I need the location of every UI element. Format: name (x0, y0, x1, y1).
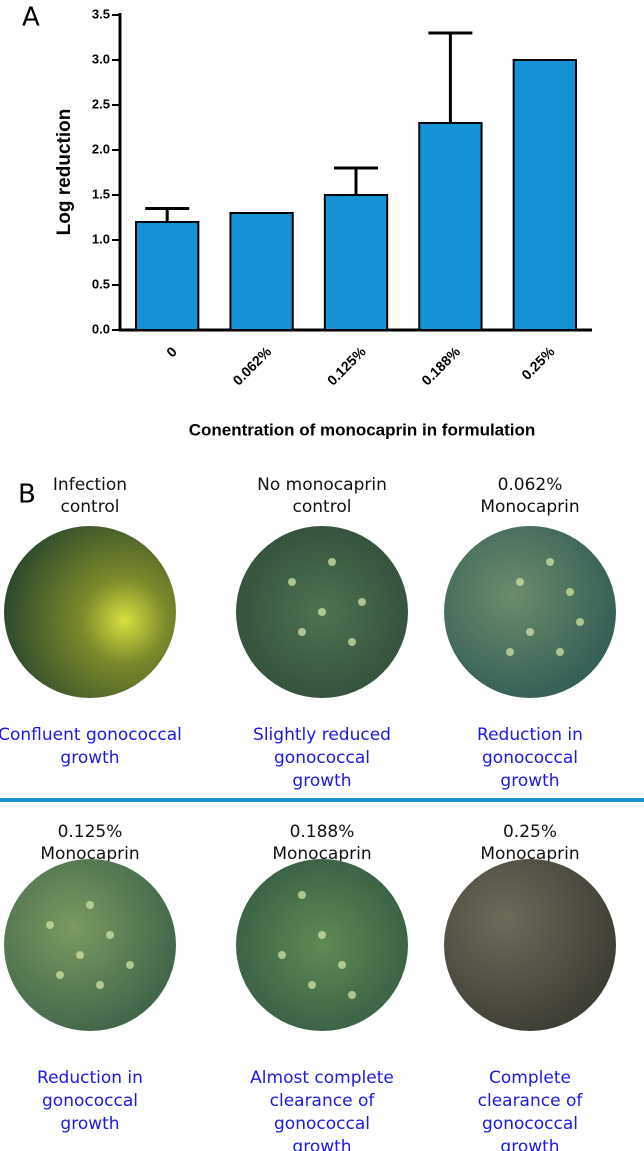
plate-caption: gonococcal (482, 748, 578, 768)
plate-title: 0.188% (290, 822, 355, 842)
plate-title: control (293, 497, 352, 517)
panel-label: B (18, 480, 36, 510)
plate-caption: gonococcal (274, 748, 370, 768)
colony (516, 578, 524, 586)
x-axis-label: Conentration of monocaprin in formulatio… (189, 420, 536, 439)
y-tick-label: 1.5 (92, 186, 110, 201)
x-tick-label: 0.125% (324, 343, 369, 388)
colony (46, 921, 54, 929)
error-bar (428, 31, 473, 123)
plate-title: 0.25% (503, 822, 557, 842)
colony (308, 981, 316, 989)
y-tick-label: 0.0 (92, 321, 110, 336)
plate-caption: growth (292, 1137, 351, 1151)
y-tick-label: 3.0 (92, 51, 110, 66)
colony (318, 931, 326, 939)
y-tick-label: 2.0 (92, 141, 110, 156)
plate-title: Monocaprin (40, 844, 139, 864)
plate-caption: growth (292, 771, 351, 791)
bar (512, 59, 577, 331)
colony (56, 971, 64, 979)
plate-caption: Slightly reduced (253, 725, 391, 745)
error-bar (334, 166, 378, 195)
colony (86, 901, 94, 909)
plate-caption: Reduction in (477, 725, 583, 745)
plate-caption: gonococcal (274, 1114, 370, 1134)
x-tick-label: 0.25% (518, 343, 558, 383)
x-tick-label: 0.188% (418, 343, 463, 388)
colony (576, 618, 584, 626)
plate-caption: Complete (489, 1068, 571, 1088)
colony (96, 981, 104, 989)
plate-image (444, 526, 616, 698)
colony (556, 648, 564, 656)
colony (526, 628, 534, 636)
colony (328, 558, 336, 566)
colony (348, 991, 356, 999)
y-axis-label: Log reduction (54, 109, 75, 236)
colony (298, 628, 306, 636)
colony (506, 648, 514, 656)
colony (348, 638, 356, 646)
plate-title: control (61, 497, 120, 517)
plate-caption: Reduction in (37, 1068, 143, 1088)
plate-caption: gonococcal (482, 1114, 578, 1134)
plate-image (444, 859, 616, 1031)
plate-caption: growth (500, 771, 559, 791)
colony (358, 598, 366, 606)
y-tick-label: 3.5 (92, 6, 110, 21)
colony (566, 588, 574, 596)
plate-image (4, 859, 176, 1031)
colony (288, 578, 296, 586)
colony (546, 558, 554, 566)
plate-title: Infection (53, 475, 127, 495)
plate-image (236, 859, 408, 1031)
plate-caption: Confluent gonococcal (0, 725, 182, 745)
x-tick-label: 0 (163, 343, 180, 360)
plate-caption: gonococcal (42, 1091, 138, 1111)
plate-title: 0.062% (498, 475, 563, 495)
panel-label: A (22, 3, 40, 33)
colony (298, 891, 306, 899)
y-tick-label: 0.5 (92, 276, 110, 291)
plate-caption: clearance of (478, 1091, 584, 1111)
bar (323, 194, 389, 331)
plate-caption: growth (500, 1137, 559, 1151)
bar (418, 122, 483, 331)
plate-caption: clearance of (270, 1091, 376, 1111)
plate-caption: Almost complete (250, 1068, 394, 1088)
x-tick-label: 0.062% (229, 343, 274, 388)
y-tick-label: 2.5 (92, 96, 110, 111)
y-tick-label: 1.0 (92, 231, 110, 246)
bar (135, 221, 200, 331)
colony (318, 608, 326, 616)
plate-title: Monocaprin (480, 844, 579, 864)
bar (229, 212, 294, 331)
error-bar (145, 207, 190, 222)
colony (126, 961, 134, 969)
colony (278, 951, 286, 959)
colony (76, 951, 84, 959)
plate-title: No monocaprin (257, 475, 387, 495)
colony (338, 961, 346, 969)
plate-caption: growth (60, 1114, 119, 1134)
colony (106, 931, 114, 939)
plate-caption: growth (60, 748, 119, 768)
plate-title: Monocaprin (272, 844, 371, 864)
plate-image (4, 526, 176, 698)
plate-title: 0.125% (58, 822, 123, 842)
plate-title: Monocaprin (480, 497, 579, 517)
